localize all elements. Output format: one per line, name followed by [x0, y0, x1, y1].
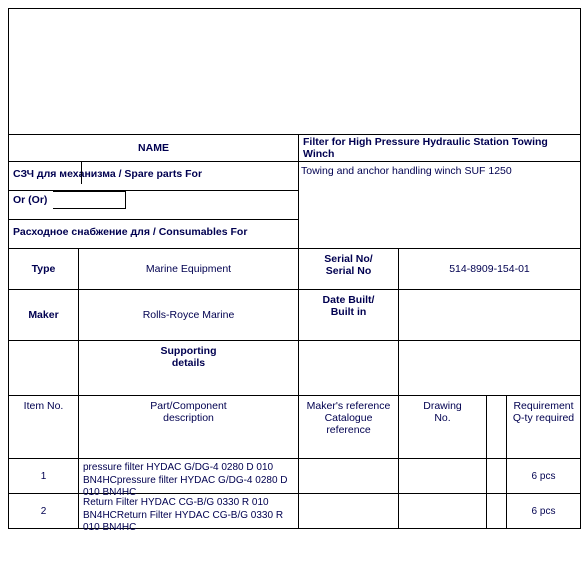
or-label: Or (Or) — [13, 194, 47, 206]
col-maker-ref-a: Maker's reference — [303, 400, 394, 412]
supporting-left-blank — [9, 341, 79, 395]
col-maker-ref: Maker's reference Catalogue reference — [299, 396, 399, 458]
date-value — [399, 290, 580, 340]
item-no: 2 — [9, 494, 79, 528]
item-drawing — [399, 494, 487, 528]
name-label: NAME — [9, 135, 299, 161]
table-row: 1 pressure filter HYDAC G/DG-4 0280 D 01… — [9, 459, 580, 494]
supporting-c — [299, 341, 399, 395]
name-value: Filter for High Pressure Hydraulic Stati… — [299, 135, 580, 161]
consumables-label: Расходное снабжение для / Consumables Fo… — [9, 220, 298, 248]
spare-row: СЗЧ для механизма / Spare parts For Or (… — [9, 162, 580, 249]
maker-row: Maker Rolls-Royce Marine Date Built/ Bui… — [9, 290, 580, 341]
date-label-b: Built in — [303, 306, 394, 318]
col-empty — [487, 396, 507, 458]
item-desc: pressure filter HYDAC G/DG-4 0280 D 010 … — [79, 459, 299, 493]
serial-value: 514-8909-154-01 — [399, 249, 580, 289]
supporting-d — [399, 341, 580, 395]
supporting-b: details — [83, 357, 294, 369]
col-req: Requirement Q-ty required — [507, 396, 580, 458]
item-blank — [487, 459, 507, 493]
col-item-no: Item No. — [9, 396, 79, 458]
col-req-b: Q-ty required — [511, 412, 576, 424]
type-label: Type — [9, 249, 79, 289]
supporting-a: Supporting — [83, 345, 294, 357]
or-input-box[interactable] — [53, 191, 126, 209]
item-no: 1 — [9, 459, 79, 493]
item-qty: 6 pcs — [507, 459, 580, 493]
col-part-desc-a: Part/Component — [83, 400, 294, 412]
item-drawing — [399, 459, 487, 493]
col-part-desc: Part/Component description — [79, 396, 299, 458]
col-drawing-a: Drawing — [403, 400, 482, 412]
header-blank-area — [9, 9, 580, 135]
spare-parts-label: СЗЧ для механизма / Spare parts For — [9, 162, 298, 190]
form-sheet: NAME Filter for High Pressure Hydraulic … — [8, 8, 581, 529]
columns-header: Item No. Part/Component description Make… — [9, 396, 580, 459]
date-label-a: Date Built/ — [303, 294, 394, 306]
col-drawing: Drawing No. — [399, 396, 487, 458]
col-maker-ref-b: Catalogue reference — [303, 412, 394, 436]
supporting-row: Supporting details — [9, 341, 580, 396]
type-row: Type Marine Equipment Serial No/ Serial … — [9, 249, 580, 290]
or-label-row: Or (Or) — [9, 191, 298, 219]
item-desc: Return Filter HYDAC CG-B/G 0330 R 010 BN… — [79, 494, 299, 528]
col-part-desc-b: description — [83, 412, 294, 424]
maker-value: Rolls-Royce Marine — [79, 290, 299, 340]
sub-product: Towing and anchor handling winch SUF 125… — [299, 162, 580, 248]
col-drawing-b: No. — [403, 412, 482, 424]
serial-label: Serial No/ Serial No — [299, 249, 399, 289]
spare-left: СЗЧ для механизма / Spare parts For Or (… — [9, 162, 299, 248]
maker-label: Maker — [9, 290, 79, 340]
serial-label-b: Serial No — [303, 265, 394, 277]
serial-label-a: Serial No/ — [303, 253, 394, 265]
item-maker-ref — [299, 459, 399, 493]
item-qty: 6 pcs — [507, 494, 580, 528]
date-label: Date Built/ Built in — [299, 290, 399, 340]
col-req-a: Requirement — [511, 400, 576, 412]
name-row: NAME Filter for High Pressure Hydraulic … — [9, 135, 580, 162]
type-value: Marine Equipment — [79, 249, 299, 289]
item-blank — [487, 494, 507, 528]
supporting-label: Supporting details — [79, 341, 299, 395]
item-maker-ref — [299, 494, 399, 528]
table-row: 2 Return Filter HYDAC CG-B/G 0330 R 010 … — [9, 494, 580, 528]
